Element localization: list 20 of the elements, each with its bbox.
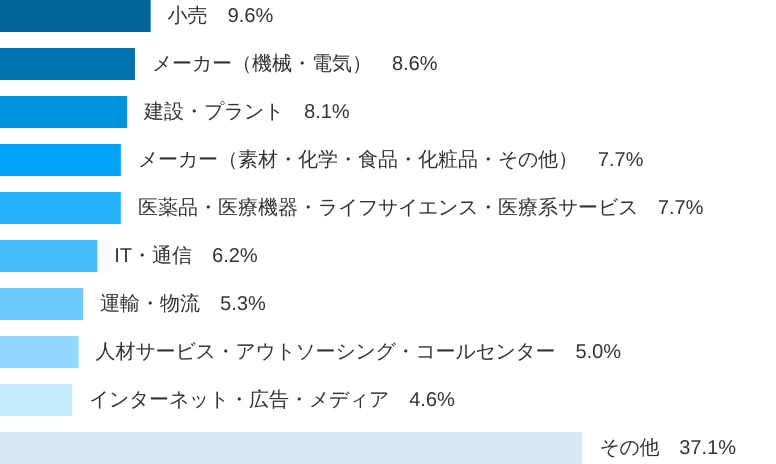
data-label: IT・通信 6.2% (114, 245, 258, 267)
data-label: 人材サービス・アウトソーシング・コールセンター 5.0% (95, 341, 622, 363)
data-label: インターネット・広告・メディア 4.6% (89, 388, 455, 411)
bar (0, 288, 84, 320)
bar (0, 48, 135, 80)
bar (0, 96, 128, 128)
data-label: 運輸・物流 5.3% (100, 293, 266, 315)
data-label: 小売 9.6% (168, 5, 274, 27)
bar (0, 240, 98, 272)
data-label: メーカー（機械・電気） 8.6% (152, 53, 438, 75)
bar (0, 0, 151, 32)
bar (0, 384, 72, 416)
data-label: その他 37.1% (599, 437, 736, 459)
bar (0, 336, 78, 368)
data-label: 医薬品・医療機器・ライフサイエンス・医療系サービス 7.7% (138, 197, 704, 219)
bar (0, 192, 121, 224)
data-label: 建設・プラント 8.1% (143, 101, 350, 123)
data-label: メーカー（素材・化学・食品・化粧品・その他） 7.7% (138, 149, 644, 171)
bar (0, 144, 121, 176)
bar (0, 432, 582, 464)
